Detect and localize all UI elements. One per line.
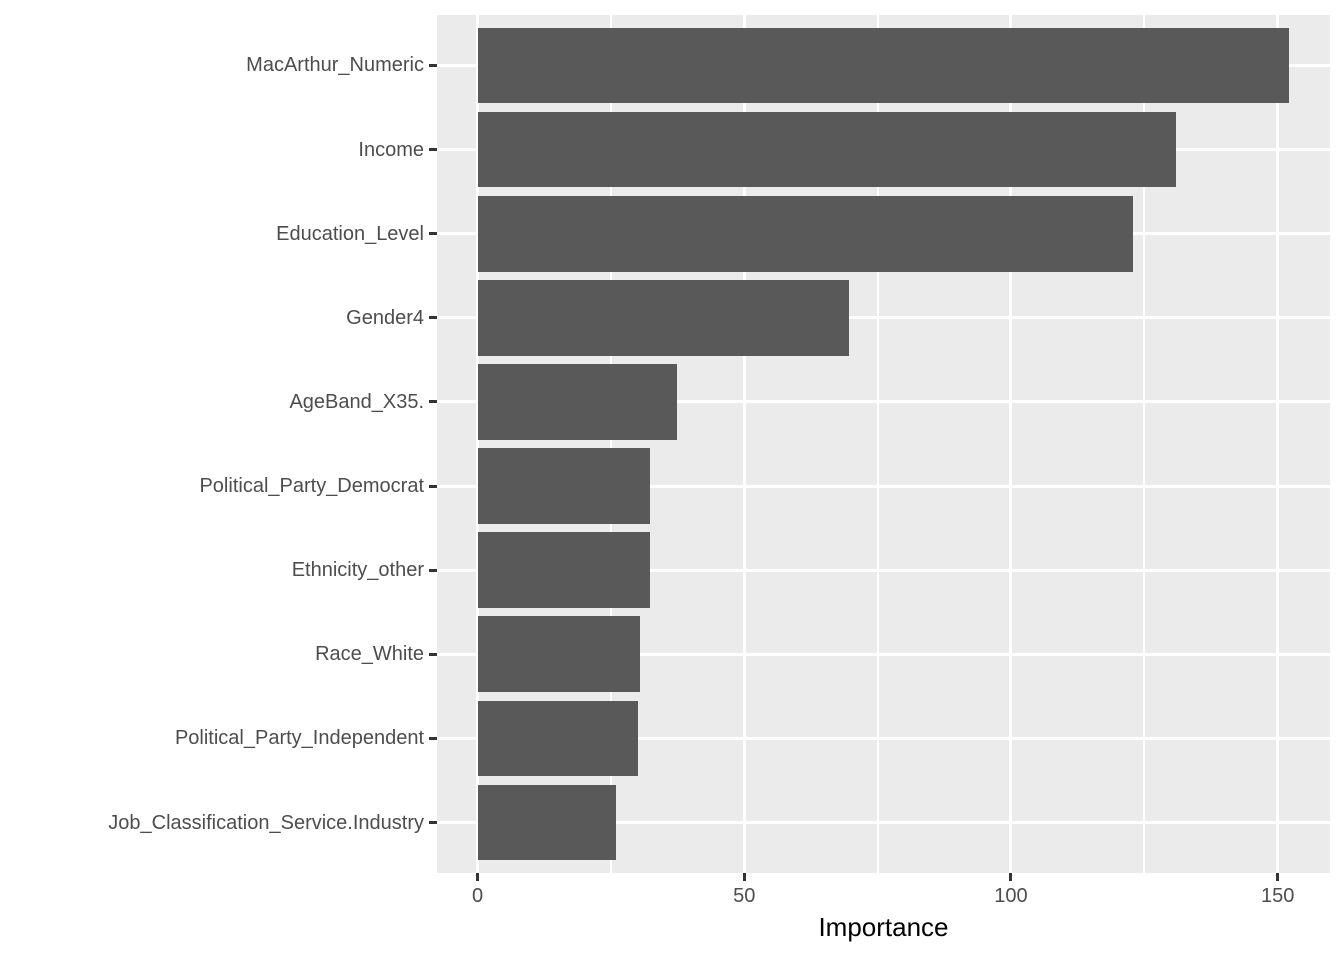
- y-axis-tick: [429, 400, 437, 404]
- bar: [477, 195, 1134, 272]
- bar: [477, 364, 678, 440]
- y-axis-label: Job_Classification_Service.Industry: [108, 811, 424, 834]
- gridline-x-minor: [609, 15, 612, 873]
- gridline-y-major: [437, 736, 1330, 740]
- bar: [477, 532, 650, 609]
- y-axis-label: Political_Party_Independent: [174, 727, 424, 750]
- bar: [477, 27, 1290, 104]
- gridline-x-major: [1009, 15, 1013, 873]
- gridline-x-major: [1276, 15, 1280, 873]
- y-axis-label: Education_Level: [276, 222, 424, 245]
- gridline-y-major: [437, 568, 1330, 572]
- y-axis-label: AgeBand_X35.: [289, 390, 424, 413]
- gridline-y-major: [437, 821, 1330, 825]
- y-axis-tick: [429, 652, 437, 656]
- gridline-x-minor: [876, 15, 879, 873]
- y-axis-tick: [429, 736, 437, 740]
- x-axis-tick: [476, 873, 480, 881]
- y-axis-tick: [429, 484, 437, 488]
- y-axis-label: Political_Party_Democrat: [199, 475, 424, 498]
- gridline-y-major: [437, 400, 1330, 404]
- bar: [477, 784, 616, 861]
- y-axis-tick: [429, 568, 437, 572]
- y-axis-label: Ethnicity_other: [291, 559, 424, 582]
- y-axis-tick: [429, 821, 437, 825]
- y-axis-tick: [429, 63, 437, 67]
- y-axis-tick: [429, 316, 437, 320]
- y-axis-tick: [429, 148, 437, 152]
- bar: [477, 616, 641, 693]
- gridline-y-major: [437, 652, 1330, 656]
- x-axis-tick-label: 0: [471, 885, 484, 907]
- bar: [477, 448, 651, 524]
- y-axis-label: Gender4: [346, 306, 424, 329]
- y-axis-tick: [429, 232, 437, 236]
- bar: [477, 111, 1176, 188]
- gridline-x-major: [476, 15, 480, 873]
- x-axis-title: Importance: [818, 912, 949, 942]
- plot-panel: [437, 15, 1330, 873]
- x-axis-tick-label: 50: [733, 885, 756, 907]
- gridline-x-major: [742, 15, 746, 873]
- x-axis-tick: [742, 873, 746, 881]
- bar: [477, 700, 638, 777]
- y-axis-label: Race_White: [315, 643, 424, 666]
- x-axis-tick: [1276, 873, 1280, 881]
- gridline-y-major: [437, 484, 1330, 488]
- x-axis-tick-label: 100: [994, 885, 1028, 907]
- gridline-x-minor: [1143, 15, 1146, 873]
- x-axis-tick: [1009, 873, 1013, 881]
- gridline-y-major: [437, 316, 1330, 320]
- bar: [477, 279, 850, 356]
- y-axis-label: Income: [358, 138, 424, 161]
- x-axis-tick-label: 150: [1261, 885, 1295, 907]
- y-axis-label: MacArthur_Numeric: [246, 54, 424, 77]
